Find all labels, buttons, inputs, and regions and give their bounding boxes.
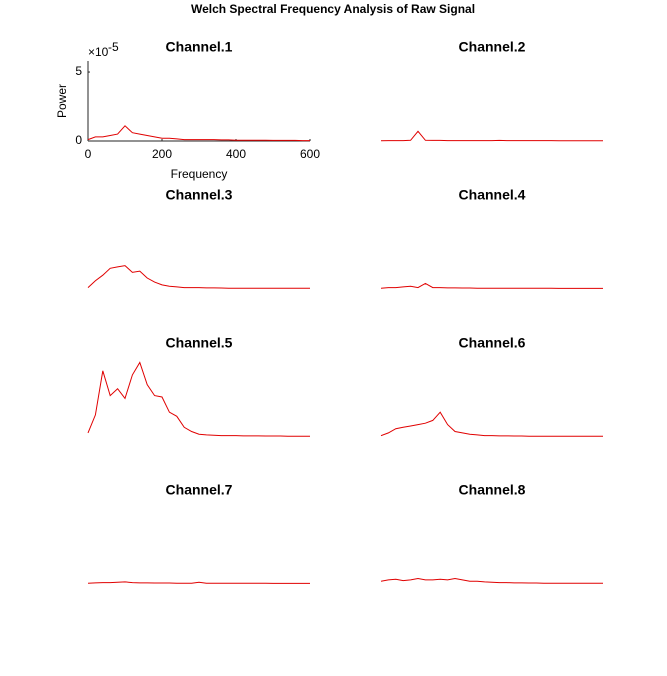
spectrum-line <box>87 125 310 142</box>
x-tick-label: 400 <box>226 147 246 161</box>
x-tick-label: 200 <box>152 147 172 161</box>
subplot-title: Channel.6 <box>459 335 526 351</box>
spectrum-line <box>380 577 603 584</box>
y-tick-label: 5 <box>75 64 82 78</box>
y-axis-label: Power <box>55 84 69 118</box>
subplot-title: Channel.8 <box>459 482 526 498</box>
spectrum-line <box>380 130 603 142</box>
subplot-title: Channel.7 <box>166 482 233 498</box>
x-axis-label: Frequency <box>171 167 228 181</box>
subplot-title: Channel.2 <box>459 39 526 55</box>
y-multiplier: ×10 <box>88 45 109 59</box>
subplot-title: Channel.3 <box>166 187 233 203</box>
subplot-title: Channel.4 <box>459 187 526 203</box>
subplot-title: Channel.1 <box>166 39 233 55</box>
x-tick-label: 0 <box>85 147 92 161</box>
x-tick-label: 600 <box>300 147 320 161</box>
y-tick-label: 0 <box>75 133 82 147</box>
spectrum-line <box>87 581 310 584</box>
subplot-title: Channel.5 <box>166 335 233 351</box>
figure-title: Welch Spectral Frequency Analysis of Raw… <box>191 2 475 16</box>
spectrum-line <box>87 265 310 289</box>
spectrum-line <box>380 282 603 289</box>
spectrum-line <box>380 411 603 437</box>
y-multiplier-exponent: -5 <box>108 40 119 54</box>
spectrum-line <box>87 361 310 437</box>
